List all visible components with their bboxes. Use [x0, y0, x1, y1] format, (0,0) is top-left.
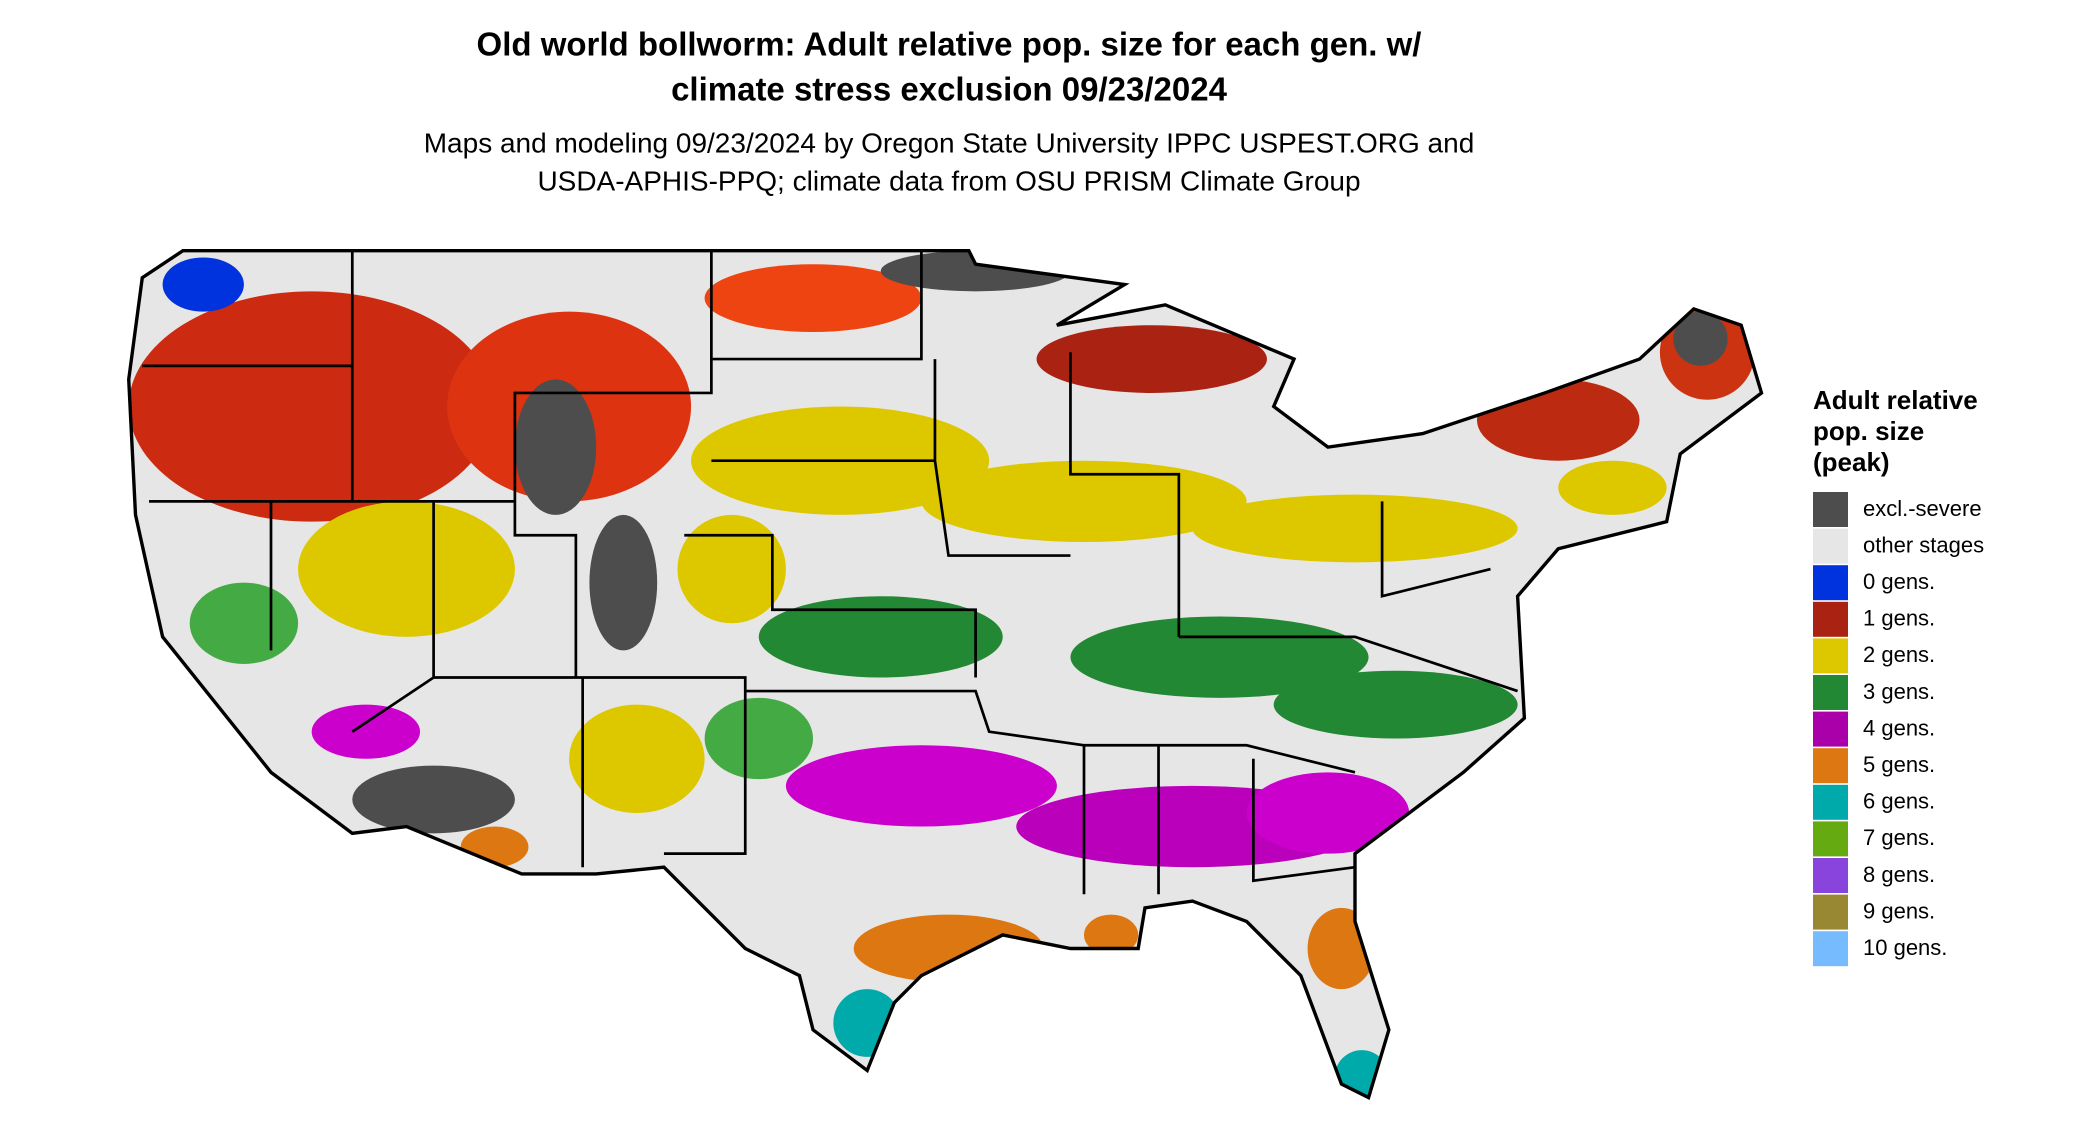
legend-label: 5 gens.	[1863, 752, 1935, 777]
region	[833, 989, 902, 1057]
titles: Old world bollworm: Adult relative pop. …	[424, 26, 1475, 197]
title-line: Old world bollworm: Adult relative pop. …	[477, 26, 1422, 63]
legend-label: 1 gens.	[1863, 606, 1935, 631]
region	[189, 582, 299, 664]
legend-label: excl.-severe	[1863, 496, 1982, 521]
region	[1084, 914, 1139, 956]
legend-label: 4 gens.	[1863, 715, 1935, 740]
state-borders	[142, 250, 1519, 895]
region	[1558, 460, 1667, 515]
legend-label: 2 gens.	[1863, 642, 1935, 667]
region	[1673, 311, 1728, 366]
region	[1476, 379, 1640, 461]
region	[1246, 772, 1410, 854]
region	[569, 704, 705, 813]
legend-swatch	[1813, 748, 1848, 784]
legend-swatch	[1813, 784, 1848, 820]
legend-swatch	[1813, 528, 1848, 564]
legend-swatch	[1813, 492, 1848, 527]
legend-title-line: pop. size	[1813, 416, 1924, 446]
region	[785, 745, 1057, 827]
region	[298, 501, 515, 637]
subtitle-line: USDA-APHIS-PPQ; climate data from OSU PR…	[537, 165, 1360, 196]
legend-swatch	[1813, 675, 1848, 710]
region	[704, 697, 813, 780]
region	[311, 704, 421, 759]
legend-label: 10 gens.	[1863, 935, 1947, 960]
legend-swatch	[1813, 821, 1848, 857]
legend-swatch	[1813, 601, 1848, 637]
legend-label: 0 gens.	[1863, 569, 1935, 594]
legend-label: other stages	[1863, 532, 1984, 557]
legend-label: 8 gens.	[1863, 862, 1935, 887]
region	[677, 514, 786, 624]
region	[352, 765, 515, 834]
legend-swatch	[1813, 638, 1848, 674]
legend-title-line: Adult relative	[1813, 385, 1978, 415]
region	[1192, 494, 1518, 563]
border	[142, 250, 1519, 895]
legend-swatch	[1813, 711, 1848, 747]
region	[853, 914, 1044, 983]
legend-label: 6 gens.	[1863, 789, 1935, 814]
legend-title-line: (peak)	[1813, 447, 1890, 477]
legend-label: 3 gens.	[1863, 679, 1935, 704]
region	[1273, 670, 1518, 739]
legend-label: 9 gens.	[1863, 898, 1935, 923]
us-outline	[127, 248, 1764, 1100]
region	[162, 257, 244, 312]
map	[127, 248, 1764, 1100]
region	[880, 250, 1071, 292]
legend-label: 7 gens.	[1863, 825, 1935, 850]
legend-swatch	[1813, 858, 1848, 893]
legend-swatch	[1813, 894, 1848, 930]
region	[514, 379, 597, 515]
region	[128, 291, 495, 522]
legend-swatch	[1813, 565, 1848, 601]
region	[921, 460, 1247, 542]
title-line: climate stress exclusion 09/23/2024	[671, 71, 1228, 108]
legend-swatch	[1813, 931, 1848, 967]
region	[704, 264, 922, 332]
region	[589, 514, 658, 651]
subtitle-line: Maps and modeling 09/23/2024 by Oregon S…	[424, 127, 1475, 158]
region	[1036, 325, 1267, 393]
region	[758, 596, 1003, 678]
